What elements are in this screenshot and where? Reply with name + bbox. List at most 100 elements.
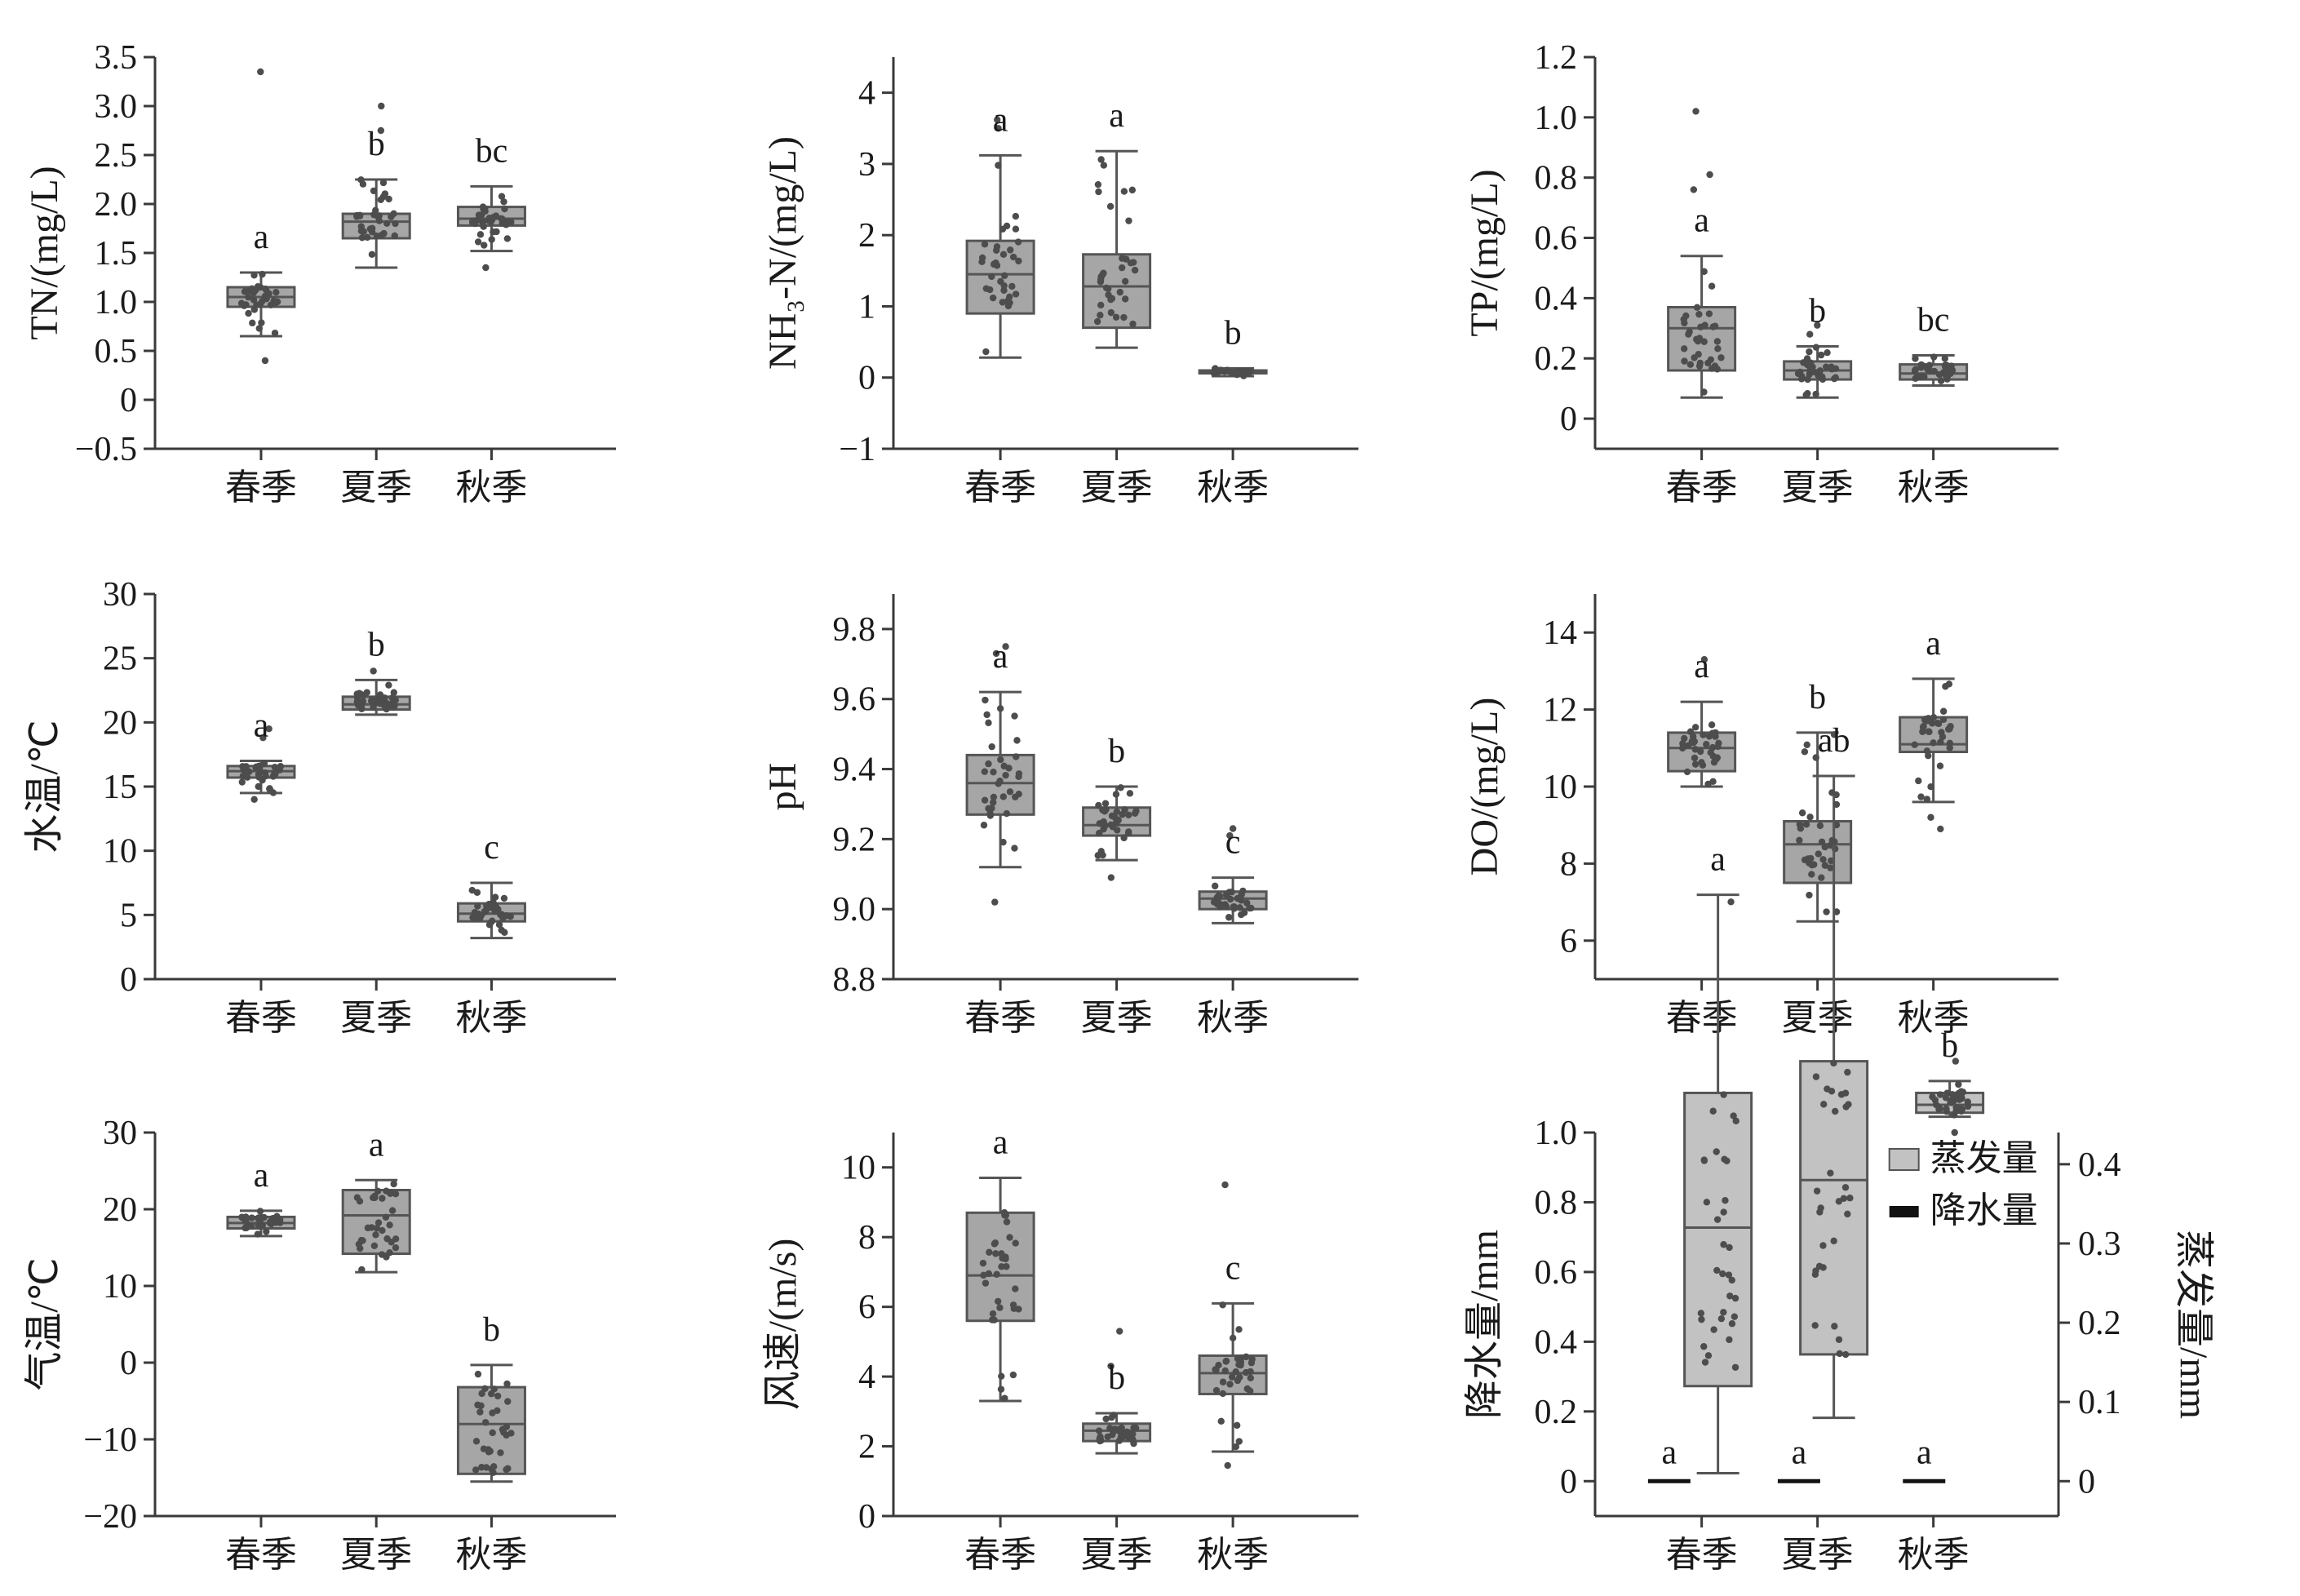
significance-letter: a	[993, 101, 1008, 139]
outlier-point	[370, 667, 376, 674]
data-point	[1819, 374, 1825, 380]
data-point	[1926, 361, 1933, 368]
data-point	[1129, 321, 1136, 327]
y-tick-label: 9.4	[833, 751, 876, 789]
significance-letter: b	[1108, 1359, 1125, 1397]
data-point	[1955, 1081, 1961, 1088]
y-tick-label: 1	[858, 288, 875, 326]
y-tick-label: 8.8	[833, 961, 876, 999]
data-point	[1708, 721, 1715, 728]
data-point	[1097, 312, 1103, 318]
data-point	[1097, 302, 1104, 308]
y-tick-label: 9.0	[833, 891, 876, 929]
box-夏季: b	[343, 103, 410, 268]
data-point	[1943, 1090, 1950, 1097]
data-point	[1714, 1216, 1721, 1222]
data-point	[1727, 898, 1734, 905]
data-point	[1930, 739, 1936, 746]
y-tick-label: 15	[103, 769, 137, 806]
data-point	[383, 220, 390, 227]
y-tick-label: 0.2	[1535, 1394, 1578, 1431]
y-tick-label: 0.6	[1535, 1254, 1578, 1292]
data-point	[1681, 345, 1687, 352]
outlier-point	[1221, 1181, 1228, 1188]
data-point	[1695, 338, 1701, 344]
outlier-point	[1116, 1328, 1123, 1334]
data-point	[1708, 282, 1715, 289]
data-point	[1217, 903, 1224, 910]
data-point	[1926, 728, 1932, 734]
data-point	[482, 1419, 489, 1425]
chart-panel-at: −20−100102030气温/℃春季夏季秋季aab	[23, 1115, 616, 1576]
data-point	[1714, 743, 1721, 750]
data-point	[1003, 1263, 1009, 1270]
significance-letter: a	[369, 1126, 384, 1164]
data-point	[503, 1381, 510, 1387]
data-point	[1726, 1337, 1732, 1343]
data-point	[982, 768, 988, 774]
data-point	[1965, 1098, 1971, 1105]
data-point	[1832, 1108, 1838, 1115]
y-tick-label: 10	[103, 1268, 137, 1306]
data-point	[1247, 1368, 1253, 1375]
data-point	[1697, 360, 1704, 366]
data-point	[1824, 1085, 1830, 1092]
data-point	[1705, 1352, 1712, 1359]
outlier-point	[250, 796, 257, 803]
data-point	[1000, 251, 1007, 258]
data-point	[1712, 322, 1718, 329]
data-point	[1015, 238, 1021, 245]
data-point	[1815, 850, 1822, 857]
data-point	[249, 320, 255, 326]
data-point	[1942, 355, 1948, 361]
data-point	[1692, 746, 1699, 752]
y-tick-label: 0	[1560, 1463, 1577, 1501]
y-axis-label: 降水量/mm	[1463, 1230, 1506, 1419]
data-point	[1701, 339, 1708, 345]
y-tick-label: 0.8	[1535, 1184, 1578, 1221]
y-tick-label: 8	[858, 1219, 875, 1257]
significance-letter: b	[368, 626, 385, 663]
data-point	[985, 805, 991, 812]
data-point	[1212, 883, 1218, 889]
data-point	[255, 783, 262, 790]
x-tick-label: 夏季	[1081, 1534, 1153, 1576]
legend-swatch-evaporation	[1890, 1149, 1919, 1170]
data-point	[1120, 314, 1127, 321]
data-point	[377, 691, 383, 698]
data-point	[1101, 162, 1107, 168]
data-point	[392, 220, 398, 227]
y-tick-label: −1	[839, 431, 875, 468]
data-point	[1228, 370, 1234, 376]
data-point	[1013, 290, 1019, 297]
data-point	[368, 1224, 374, 1230]
data-point	[1820, 1101, 1827, 1107]
data-point	[1812, 391, 1819, 397]
y-tick-label: 10	[1543, 769, 1577, 806]
data-point	[1838, 1091, 1845, 1097]
outlier-point	[1927, 814, 1934, 821]
chart-panel-nh3: −101234NH₃-N/(mg/L)春季夏季秋季aab	[761, 57, 1358, 508]
data-point	[1112, 1425, 1119, 1432]
data-point	[996, 1305, 1003, 1311]
data-point	[1708, 749, 1714, 756]
data-point	[1004, 298, 1011, 304]
data-point	[1795, 370, 1801, 377]
chart-panel-ph: 8.89.09.29.49.69.8pH春季夏季秋季abc	[761, 594, 1358, 1039]
y-tick-label: −20	[83, 1498, 137, 1536]
data-point	[1912, 742, 1918, 748]
data-point	[497, 911, 503, 918]
precip-秋季: a	[1903, 1434, 1945, 1481]
y-axis-label: TP/(mg/L)	[1463, 169, 1506, 336]
data-point	[501, 895, 507, 902]
data-point	[1012, 1285, 1018, 1292]
data-point	[257, 1208, 264, 1214]
box-春季: a	[967, 101, 1034, 357]
data-point	[1016, 770, 1022, 777]
data-point	[990, 295, 996, 301]
data-point	[1938, 378, 1944, 384]
data-point	[490, 214, 496, 220]
data-point	[1241, 909, 1247, 915]
data-point	[1013, 1239, 1019, 1246]
data-point	[1927, 368, 1934, 375]
